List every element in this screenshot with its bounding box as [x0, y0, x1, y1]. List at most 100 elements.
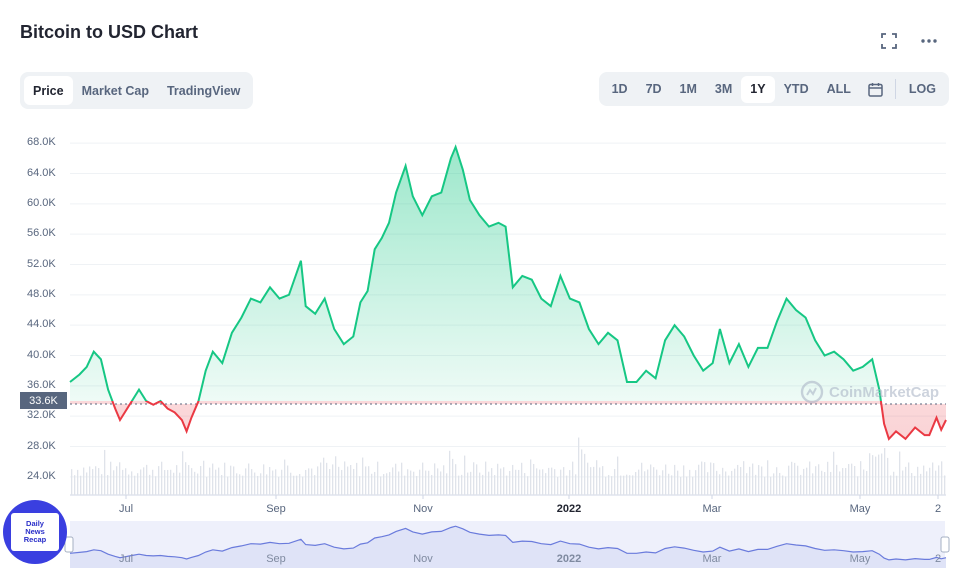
y-tick-label: 68.0K [27, 136, 56, 149]
x-tick-label: 2022 [556, 503, 582, 515]
volume-bar [200, 466, 202, 495]
range-3m[interactable]: 3M [714, 82, 733, 96]
volume-bar [830, 471, 832, 495]
volume-bar [563, 467, 565, 495]
volume-bar [899, 451, 901, 495]
volume-bar [116, 466, 118, 495]
volume-bar [533, 463, 535, 495]
volume-bar [113, 470, 115, 495]
volume-bar [692, 476, 694, 495]
tab-tradingview[interactable]: TradingView [166, 83, 241, 98]
volume-bar [320, 462, 322, 495]
volume-bar [404, 475, 406, 495]
volume-bar [842, 468, 844, 495]
volume-bar [419, 469, 421, 495]
volume-bar [119, 462, 121, 495]
navigator-handle-left[interactable] [64, 536, 74, 553]
navigator-tick-label: 2022 [557, 553, 581, 565]
volume-bar [623, 475, 625, 495]
volume-bar [923, 465, 925, 495]
volume-bar [311, 468, 313, 495]
volume-bar [392, 467, 394, 495]
tab-price[interactable]: Price [24, 76, 73, 105]
volume-bar [440, 471, 442, 495]
range-ytd[interactable]: YTD [783, 82, 809, 96]
volume-bar [260, 473, 262, 495]
volume-bar [893, 471, 895, 495]
volume-bar [725, 471, 727, 495]
volume-bar [836, 464, 838, 495]
volume-bar [776, 467, 778, 495]
volume-bar [473, 462, 475, 495]
volume-bar [575, 474, 577, 495]
y-tick-label: 24.0K [27, 469, 56, 482]
volume-bar [758, 465, 760, 495]
volume-bar [698, 464, 700, 495]
calendar-icon[interactable] [860, 76, 891, 103]
volume-bar [878, 454, 880, 495]
current-price-label: 33.6K [20, 392, 67, 409]
volume-bar [707, 472, 709, 495]
navigator-handle-right[interactable] [940, 536, 950, 553]
volume-bar [305, 469, 307, 495]
volume-bar [527, 476, 529, 495]
daily-news-recap-badge[interactable]: Daily News Recap [3, 500, 67, 564]
range-1d[interactable]: 1D [611, 82, 628, 96]
volume-bar [161, 461, 163, 495]
volume-bar [608, 475, 610, 495]
navigator-tick-label: May [850, 553, 871, 565]
volume-bar [107, 475, 109, 495]
x-tick-label: Sep [266, 503, 286, 515]
volume-bar [746, 473, 748, 495]
volume-bar [614, 469, 616, 495]
navigator-tick-label: 2 [935, 553, 941, 565]
volume-bar [353, 468, 355, 495]
log-toggle[interactable]: LOG [908, 82, 936, 96]
volume-bar [785, 476, 787, 495]
more-icon[interactable] [918, 30, 940, 52]
volume-bar [83, 467, 85, 495]
volume-bar [281, 469, 283, 495]
volume-bar [317, 466, 319, 495]
volume-bar [740, 467, 742, 495]
y-tick-label: 64.0K [27, 166, 56, 179]
volume-bar [323, 457, 325, 495]
volume-bar [863, 469, 865, 495]
volume-bar [902, 470, 904, 495]
volume-bar [398, 471, 400, 495]
range-1m[interactable]: 1M [679, 82, 697, 96]
navigator-tick-label: Nov [413, 553, 433, 565]
volume-bar [812, 473, 814, 495]
fullscreen-icon[interactable] [878, 30, 900, 52]
volume-bar [671, 475, 673, 495]
y-tick-label: 56.0K [27, 227, 56, 240]
volume-bar [578, 437, 580, 495]
volume-bar [446, 473, 448, 495]
volume-bar [782, 475, 784, 495]
navigator-tick-label: Jul [119, 553, 133, 565]
volume-bar [719, 474, 721, 495]
volume-bar [731, 470, 733, 495]
volume-bar [287, 465, 289, 495]
volume-bar [773, 473, 775, 495]
volume-bar [791, 461, 793, 495]
volume-bar [809, 461, 811, 495]
volume-bar [431, 474, 433, 495]
volume-bar [734, 468, 736, 495]
volume-bar [743, 461, 745, 495]
volume-bar [269, 467, 271, 495]
volume-bar [497, 463, 499, 495]
range-7d[interactable]: 7D [645, 82, 662, 96]
volume-bar [251, 469, 253, 495]
coinmarketcap-watermark: CoinMarketCap [800, 380, 939, 404]
tab-market-cap[interactable]: Market Cap [81, 83, 149, 98]
range-all[interactable]: ALL [826, 82, 851, 96]
volume-bar [437, 468, 439, 495]
volume-bar [410, 470, 412, 495]
volume-bar [815, 466, 817, 495]
volume-bar [686, 476, 688, 495]
volume-bar [173, 472, 175, 495]
range-1y[interactable]: 1Y [741, 75, 775, 103]
price-line-up [69, 144, 882, 401]
